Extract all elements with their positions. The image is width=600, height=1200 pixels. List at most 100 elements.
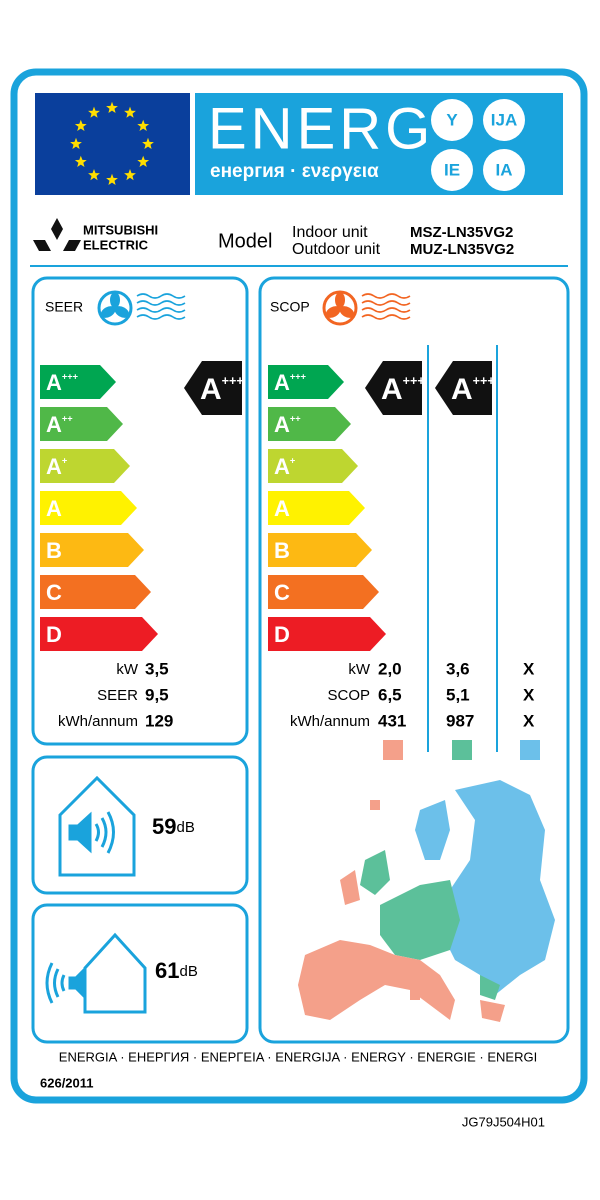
class-bar <box>268 575 379 609</box>
map-cold-zone <box>415 800 450 860</box>
regulation: 626/2011 <box>40 1075 94 1090</box>
speaker <box>68 811 92 854</box>
indoor-noise: 59dB <box>152 814 195 839</box>
efficiency-class: A <box>268 491 365 525</box>
class-letter: A <box>274 496 290 521</box>
metric-value: 3,5 <box>145 659 169 678</box>
metric-value: 2,0 <box>378 659 402 678</box>
speaker <box>68 966 86 1000</box>
metric-value: 9,5 <box>145 685 169 704</box>
outdoor-label: Outdoor unit <box>292 241 381 258</box>
plus-signs: + <box>290 456 296 466</box>
class-bar <box>40 575 151 609</box>
rating-shape <box>435 361 492 415</box>
outdoor-noise-panel <box>31 903 249 1044</box>
metric-label: kW <box>348 661 371 678</box>
letter: B <box>46 538 62 563</box>
efficiency-class: A++ <box>268 407 351 441</box>
rating-arrow: A+++ <box>184 361 244 415</box>
suffix: Y <box>446 110 458 129</box>
cooling-label: SEER <box>45 299 83 315</box>
suffix: IE <box>444 160 460 179</box>
class-letter: A+++ <box>274 370 307 395</box>
colder-climate-swatch <box>520 740 540 760</box>
heating-panel <box>258 276 570 1044</box>
fan-blade <box>100 306 116 318</box>
noise-unit: dB <box>176 819 194 836</box>
class-bar <box>268 617 386 651</box>
map-cold-zone <box>440 780 555 995</box>
energy-suffixes: Y IJA IE IA <box>431 99 525 191</box>
letter: A <box>451 373 473 406</box>
star <box>88 106 100 118</box>
star <box>106 173 118 185</box>
class-letter: D <box>46 622 62 647</box>
label-border <box>10 68 588 1104</box>
class-letter: A+++ <box>200 373 244 406</box>
class-bar <box>268 407 351 441</box>
star <box>88 169 100 181</box>
class-bar <box>268 365 344 399</box>
energy-word: ENERG <box>208 96 434 161</box>
model-label: Model <box>218 230 272 252</box>
suffix-circle <box>483 99 525 141</box>
class-bar <box>40 365 116 399</box>
air-flow <box>136 293 186 299</box>
outdoor-noise-icon <box>45 932 147 1014</box>
noise-value: 59 <box>152 814 176 839</box>
efficiency-class: A++ <box>40 407 123 441</box>
indoor-noise-icon <box>58 775 136 877</box>
metric-value: 6,5 <box>378 685 402 704</box>
metric-label: kW <box>116 661 139 678</box>
efficiency-class: D <box>40 617 158 651</box>
plus-signs: ++ <box>62 414 73 424</box>
star <box>137 155 150 167</box>
metric-label: kWh/annum <box>290 713 370 730</box>
metric-value: 987 <box>446 711 474 730</box>
air-flow <box>361 300 411 306</box>
indoor-label: Indoor unit <box>292 224 368 241</box>
eu-stars <box>70 101 154 185</box>
efficiency-class: C <box>40 575 151 609</box>
fan-blade <box>110 292 120 308</box>
sound-waves <box>45 962 66 1004</box>
class-letter: B <box>274 538 290 563</box>
average-climate-swatch <box>452 740 472 760</box>
air-flow <box>136 314 186 320</box>
class-bar <box>40 617 158 651</box>
star <box>74 155 87 167</box>
metric-value: 5,1 <box>446 685 470 704</box>
map-average-zone <box>380 880 460 960</box>
letter: A <box>381 373 403 406</box>
fan-blade <box>114 306 130 318</box>
letter: B <box>274 538 290 563</box>
class-letter: C <box>274 580 290 605</box>
europe-climate-map <box>298 780 555 1022</box>
plus-signs: + <box>62 456 68 466</box>
plus-signs: +++ <box>290 372 307 382</box>
class-bar <box>40 491 137 525</box>
metric-value: 3,6 <box>446 659 470 678</box>
logo-diamonds <box>33 218 81 251</box>
class-letter: A++ <box>46 412 73 437</box>
plus-signs: +++ <box>403 374 425 388</box>
map-average-zone <box>360 850 390 895</box>
efficiency-class: A+ <box>268 449 358 483</box>
efficiency-class: C <box>268 575 379 609</box>
metric-value: X <box>523 685 535 704</box>
fan-icon <box>322 290 411 326</box>
air-flow <box>136 307 186 313</box>
letter: C <box>46 580 62 605</box>
air-flow <box>361 293 411 299</box>
metric-label: kWh/annum <box>58 713 138 730</box>
footer-languages: ENERGIA · ЕНЕРГИЯ · ΕΝΕΡΓΕΙΑ · ENERGIJA … <box>59 1049 537 1064</box>
class-letter: B <box>46 538 62 563</box>
plus-signs: +++ <box>62 372 79 382</box>
class-letter: A+ <box>46 454 68 479</box>
outdoor-noise: 61dB <box>155 958 198 983</box>
star <box>124 106 136 118</box>
rating-shape <box>365 361 422 415</box>
map-warm-zone <box>298 940 455 1020</box>
letter: A <box>200 373 222 406</box>
plus-signs: ++ <box>290 414 301 424</box>
